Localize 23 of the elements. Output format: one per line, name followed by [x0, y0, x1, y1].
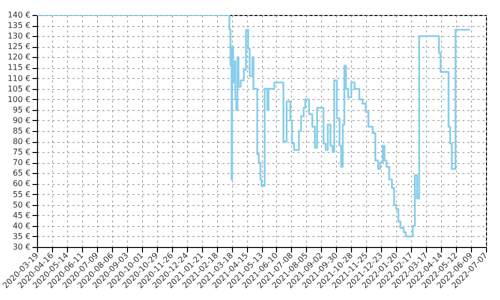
y-tick-label: 75 €: [12, 148, 30, 157]
y-tick-label: 130 €: [8, 32, 30, 41]
y-tick-label: 40 €: [12, 221, 30, 230]
y-tick-label: 120 €: [8, 52, 30, 62]
y-tick-label: 35 €: [12, 232, 30, 241]
y-tick-label: 110 €: [8, 74, 30, 83]
y-tick-label: 45 €: [12, 210, 30, 220]
y-tick-label: 70 €: [12, 158, 30, 168]
y-tick-label: 30 €: [12, 242, 30, 252]
y-tick-label: 125 €: [8, 42, 30, 52]
y-tick-label: 105 €: [8, 84, 30, 94]
y-tick-label: 85 €: [12, 126, 30, 136]
y-tick-label: 90 €: [12, 116, 30, 125]
y-tick-label: 65 €: [12, 168, 30, 178]
y-tick-label: 100 €: [8, 94, 30, 104]
y-tick-label: 80 €: [12, 137, 30, 146]
y-tick-label: 60 €: [12, 179, 30, 188]
y-tick-label: 95 €: [12, 105, 30, 114]
y-tick-label: 55 €: [12, 190, 30, 199]
y-tick-label: 140 €: [8, 10, 30, 20]
y-tick-label: 115 €: [8, 63, 30, 72]
y-tick-label: 135 €: [8, 21, 30, 30]
y-tick-label: 50 €: [12, 200, 30, 210]
